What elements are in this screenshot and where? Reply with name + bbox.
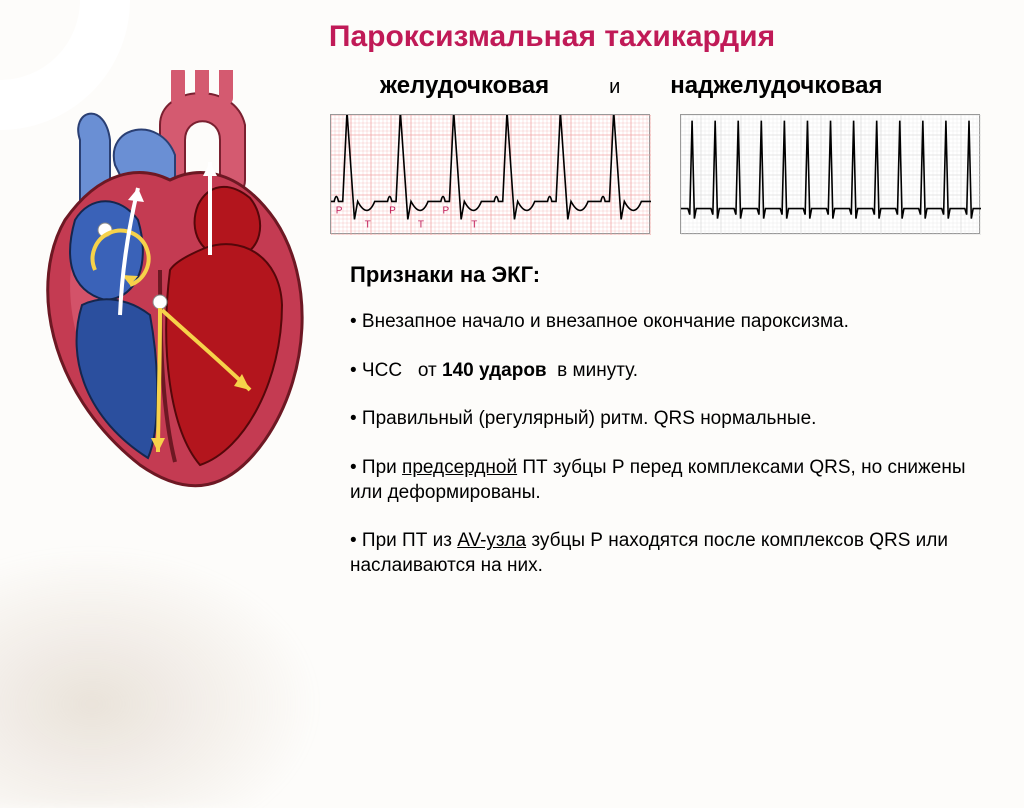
svg-text:P: P (389, 205, 396, 216)
ecg-supraventricular (680, 114, 980, 234)
bullet-item: • ЧСС от 140 ударов в минуту. (350, 359, 984, 384)
subtitle-and: и (609, 76, 620, 100)
svg-text:T: T (471, 219, 477, 230)
ecg-ventricular: P T P T P T (330, 114, 650, 234)
bullet-item: • При ПТ из AV-узла зубцы Р находятся по… (350, 529, 984, 578)
bullet-item: • При предсердной ПТ зубцы Р перед компл… (350, 456, 984, 505)
svg-text:P: P (442, 205, 449, 216)
ecg-row: P T P T P T (330, 114, 984, 234)
bg-blur (0, 548, 320, 808)
svg-text:T: T (418, 219, 424, 230)
subtitle-ventricular: желудочковая (380, 72, 549, 100)
content-block: Признаки на ЭКГ: • Внезапное начало и вн… (350, 262, 984, 579)
svg-text:T: T (365, 219, 371, 230)
svg-text:P: P (336, 205, 343, 216)
heart-diagram (10, 70, 330, 500)
signs-title: Признаки на ЭКГ: (350, 262, 984, 288)
subtitle-supraventricular: наджелудочковая (670, 72, 882, 100)
bullet-item: • Внезапное начало и внезапное окончание… (350, 310, 984, 335)
bullets-list: • Внезапное начало и внезапное окончание… (350, 310, 984, 579)
bullet-item: • Правильный (регулярный) ритм. QRS норм… (350, 407, 984, 432)
main-title: Пароксизмальная тахикардия (120, 20, 984, 54)
